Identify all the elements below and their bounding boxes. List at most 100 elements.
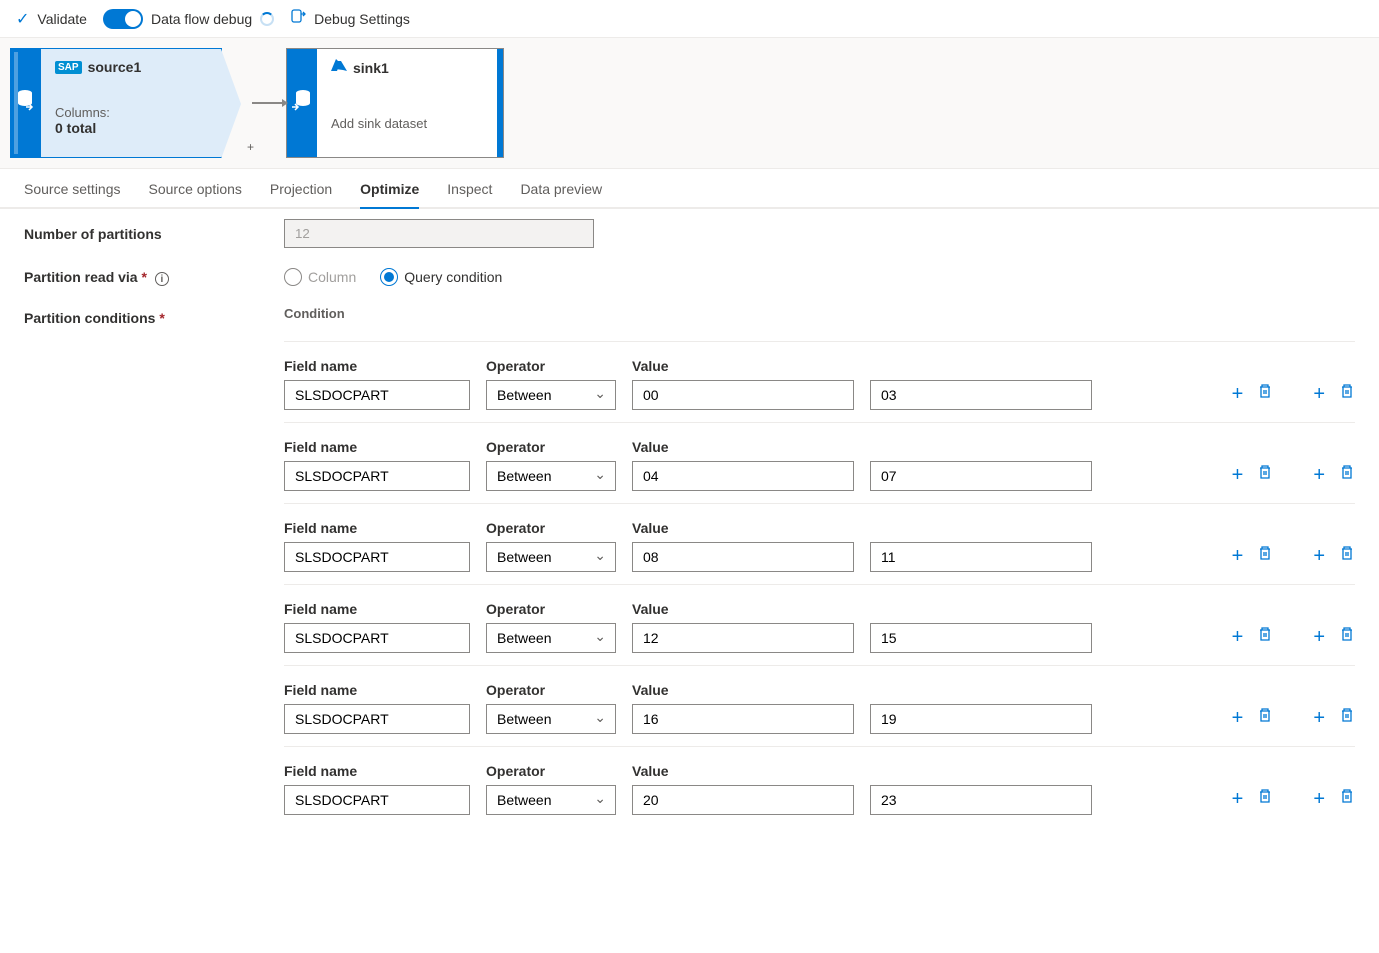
- add-block-button[interactable]: +: [1313, 465, 1325, 485]
- delete-block-button[interactable]: [1339, 626, 1355, 647]
- operator-label: Operator: [486, 682, 616, 698]
- spinner-icon: [260, 12, 274, 26]
- value-label: Value: [632, 763, 1092, 779]
- add-row-button[interactable]: +: [1232, 546, 1244, 566]
- partition-conditions-label: Partition conditions *: [24, 306, 284, 326]
- radio-icon: [284, 268, 302, 286]
- tab-source-settings[interactable]: Source settings: [24, 181, 121, 207]
- field-name-input[interactable]: [284, 704, 470, 734]
- operator-select[interactable]: Between: [486, 623, 616, 653]
- delete-row-button[interactable]: [1257, 383, 1273, 404]
- add-row-button[interactable]: +: [1232, 465, 1244, 485]
- settings-icon: [290, 8, 306, 29]
- operator-label: Operator: [486, 763, 616, 779]
- azure-icon: [331, 59, 347, 76]
- value-to-input[interactable]: [870, 461, 1092, 491]
- value-to-input[interactable]: [870, 380, 1092, 410]
- field-name-label: Field name: [284, 520, 470, 536]
- value-from-input[interactable]: [632, 785, 854, 815]
- value-from-input[interactable]: [632, 623, 854, 653]
- operator-select[interactable]: Between: [486, 542, 616, 572]
- value-label: Value: [632, 358, 1092, 374]
- sink-bar: [287, 49, 317, 157]
- sink-node[interactable]: sink1 Add sink dataset: [286, 48, 504, 158]
- delete-row-button[interactable]: [1257, 545, 1273, 566]
- sink-subtitle: Add sink dataset: [331, 116, 483, 131]
- num-partitions-input[interactable]: [284, 219, 594, 248]
- toggle-icon[interactable]: [103, 9, 143, 29]
- condition-block: Field name Operator Between Value +: [284, 341, 1355, 422]
- optimize-panel: Number of partitions Partition read via …: [0, 209, 1379, 851]
- operator-select[interactable]: Between: [486, 704, 616, 734]
- add-block-button[interactable]: +: [1313, 708, 1325, 728]
- value-to-input[interactable]: [870, 704, 1092, 734]
- value-to-input[interactable]: [870, 542, 1092, 572]
- delete-block-button[interactable]: [1339, 707, 1355, 728]
- operator-select[interactable]: Between: [486, 461, 616, 491]
- tab-inspect[interactable]: Inspect: [447, 181, 492, 207]
- delete-row-button[interactable]: [1257, 464, 1273, 485]
- value-label: Value: [632, 601, 1092, 617]
- dataflow-debug-toggle[interactable]: Data flow debug: [103, 9, 274, 29]
- tab-projection[interactable]: Projection: [270, 181, 332, 207]
- database-in-icon: [292, 89, 312, 118]
- debug-settings-button[interactable]: Debug Settings: [290, 8, 410, 29]
- source-columns-label: Columns:: [55, 105, 207, 120]
- info-icon[interactable]: i: [155, 272, 169, 286]
- delete-block-button[interactable]: [1339, 464, 1355, 485]
- source-title: source1: [88, 59, 142, 75]
- connector-icon: [252, 102, 282, 104]
- condition-block: Field name Operator Between Value +: [284, 746, 1355, 827]
- delete-row-button[interactable]: [1257, 788, 1273, 809]
- add-block-button[interactable]: +: [1313, 789, 1325, 809]
- delete-block-button[interactable]: [1339, 383, 1355, 404]
- source-node[interactable]: SAP source1 Columns: 0 total +: [10, 48, 222, 158]
- add-transform-button[interactable]: +: [247, 140, 254, 154]
- value-to-input[interactable]: [870, 785, 1092, 815]
- value-from-input[interactable]: [632, 542, 854, 572]
- field-name-input[interactable]: [284, 623, 470, 653]
- add-row-button[interactable]: +: [1232, 384, 1244, 404]
- sap-icon: SAP: [55, 61, 82, 74]
- value-to-input[interactable]: [870, 623, 1092, 653]
- delete-row-button[interactable]: [1257, 626, 1273, 647]
- value-from-input[interactable]: [632, 380, 854, 410]
- sink-title: sink1: [353, 60, 389, 76]
- partition-read-label: Partition read via * i: [24, 269, 284, 286]
- delete-block-button[interactable]: [1339, 545, 1355, 566]
- add-block-button[interactable]: +: [1313, 546, 1325, 566]
- tab-data-preview[interactable]: Data preview: [520, 181, 602, 207]
- debug-settings-label: Debug Settings: [314, 11, 410, 27]
- field-name-input[interactable]: [284, 542, 470, 572]
- add-row-button[interactable]: +: [1232, 708, 1244, 728]
- field-name-label: Field name: [284, 682, 470, 698]
- tabs: Source settings Source options Projectio…: [0, 169, 1379, 209]
- add-block-button[interactable]: +: [1313, 384, 1325, 404]
- tab-source-options[interactable]: Source options: [149, 181, 242, 207]
- add-row-button[interactable]: +: [1232, 627, 1244, 647]
- add-block-button[interactable]: +: [1313, 627, 1325, 647]
- value-from-input[interactable]: [632, 461, 854, 491]
- field-name-input[interactable]: [284, 380, 470, 410]
- field-name-input[interactable]: [284, 785, 470, 815]
- value-from-input[interactable]: [632, 704, 854, 734]
- tab-optimize[interactable]: Optimize: [360, 181, 419, 207]
- operator-label: Operator: [486, 439, 616, 455]
- check-icon: ✓: [16, 9, 29, 29]
- radio-query-condition[interactable]: Query condition: [380, 268, 502, 286]
- operator-select[interactable]: Between: [486, 380, 616, 410]
- add-row-button[interactable]: +: [1232, 789, 1244, 809]
- condition-header: Condition: [284, 306, 1355, 321]
- value-label: Value: [632, 439, 1092, 455]
- radio-column[interactable]: Column: [284, 268, 356, 286]
- field-name-input[interactable]: [284, 461, 470, 491]
- delete-row-button[interactable]: [1257, 707, 1273, 728]
- condition-block: Field name Operator Between Value +: [284, 584, 1355, 665]
- condition-block: Field name Operator Between Value +: [284, 665, 1355, 746]
- toolbar: ✓ Validate Data flow debug Debug Setting…: [0, 0, 1379, 38]
- delete-block-button[interactable]: [1339, 788, 1355, 809]
- validate-button[interactable]: ✓ Validate: [16, 9, 87, 29]
- validate-label: Validate: [37, 11, 87, 27]
- operator-select[interactable]: Between: [486, 785, 616, 815]
- field-name-label: Field name: [284, 439, 470, 455]
